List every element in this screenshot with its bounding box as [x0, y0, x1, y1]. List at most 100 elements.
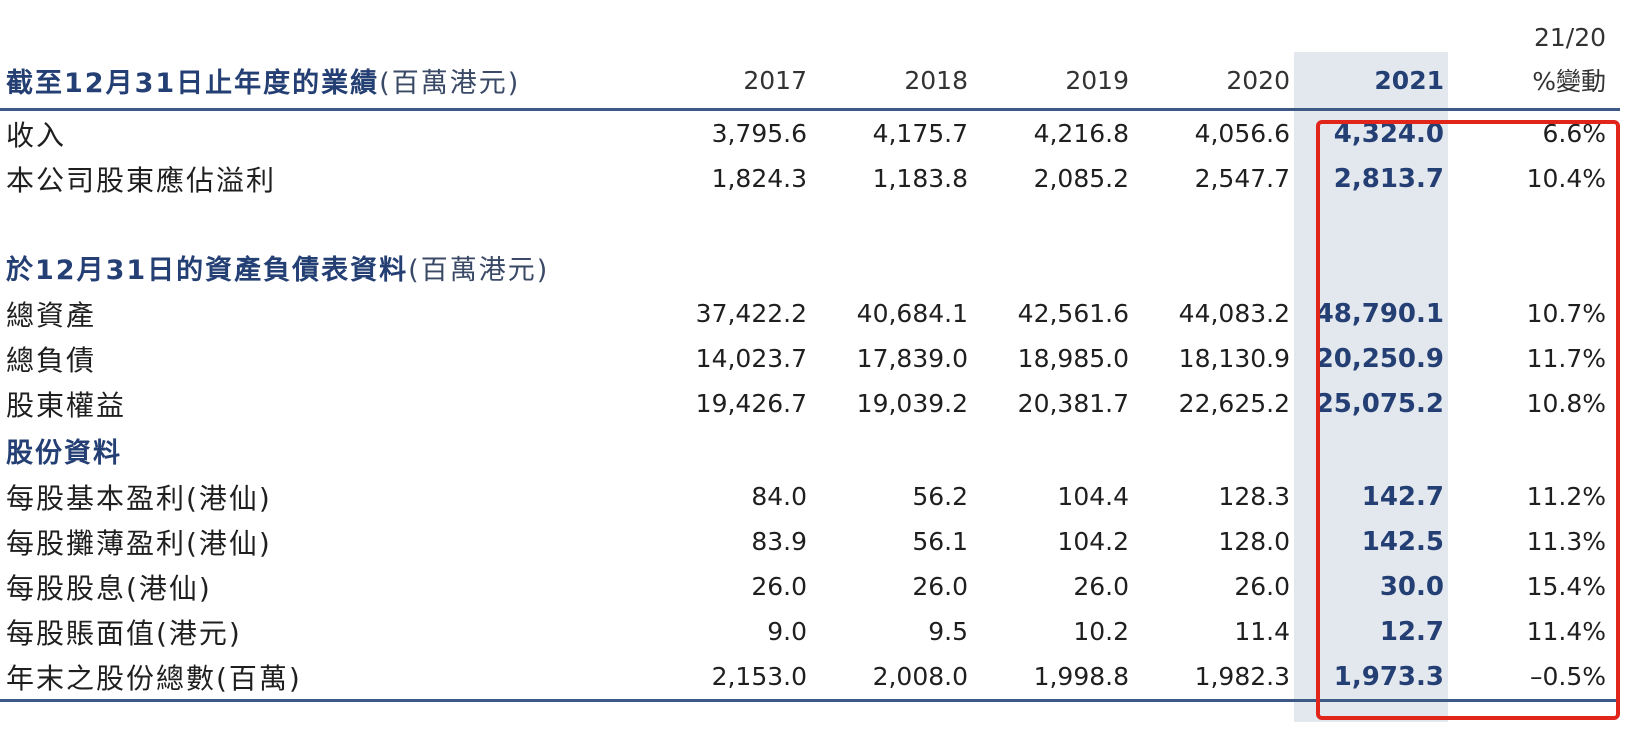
cell-2019: 26.0 — [1073, 572, 1129, 601]
table-row: 收入 3,795.6 4,175.7 4,216.8 4,056.6 4,324… — [0, 110, 1620, 157]
cell-2019: 18,985.0 — [1017, 344, 1129, 373]
cell-change: 11.3% — [1526, 527, 1606, 556]
cell-2019: 104.2 — [1057, 527, 1129, 556]
cell-2021: 20,250.9 — [1315, 343, 1444, 374]
cell-2020: 18,130.9 — [1178, 344, 1290, 373]
table-row: 每股基本盈利(港仙) 84.0 56.2 104.4 128.3 142.7 1… — [0, 474, 1620, 519]
cell-2017: 14,023.7 — [695, 344, 807, 373]
cell-2020: 11.4 — [1234, 617, 1290, 646]
cell-2017: 19,426.7 — [695, 389, 807, 418]
year-header-2018: 2018 — [821, 52, 982, 111]
results-title-unit: (百萬港元) — [379, 67, 521, 99]
cell-2020: 128.3 — [1218, 482, 1290, 511]
cell-2021: 12.7 — [1379, 616, 1444, 647]
row-label: 總負債 — [6, 343, 97, 377]
cell-2017: 9.0 — [767, 617, 807, 646]
header-top-row: 21/20 — [0, 0, 1620, 52]
cell-2017: 83.9 — [751, 527, 807, 556]
cell-2018: 2,008.0 — [821, 654, 982, 702]
header-row: 截至12月31日止年度的業績(百萬港元) 2017 2018 2019 2020… — [0, 52, 1620, 111]
table-row: 每股賬面值(港元) 9.0 9.5 10.2 11.4 12.7 11.4% — [0, 609, 1620, 654]
cell-change: 10.7% — [1526, 299, 1606, 328]
table-row: 每股股息(港仙) 26.0 26.0 26.0 26.0 30.0 15.4% — [0, 564, 1620, 609]
cell-2021: 142.7 — [1361, 481, 1444, 512]
results-title-text: 截至12月31日止年度的業績 — [6, 67, 380, 99]
cell-2020: 2,547.7 — [1194, 164, 1290, 193]
cell-change: 15.4% — [1526, 572, 1606, 601]
cell-2018: 17,839.0 — [856, 344, 968, 373]
cell-2019: 20,381.7 — [1017, 389, 1129, 418]
cell-2018: 40,684.1 — [856, 299, 968, 328]
cell-2019: 10.2 — [1073, 617, 1129, 646]
table-row: 總資產 37,422.2 40,684.1 42,561.6 44,083.2 … — [0, 291, 1620, 336]
cell-2017: 2,153.0 — [660, 654, 821, 702]
row-label: 每股攤薄盈利(港仙) — [6, 526, 272, 560]
table-row: 股東權益 19,426.7 19,039.2 20,381.7 22,625.2… — [0, 381, 1620, 426]
cell-2017: 37,422.2 — [695, 299, 807, 328]
cell-2019: 4,216.8 — [1033, 119, 1129, 148]
cell-2021: 2,813.7 — [1333, 163, 1444, 194]
cell-2019: 104.4 — [1057, 482, 1129, 511]
cell-change: –0.5% — [1458, 654, 1620, 702]
cell-2017: 26.0 — [751, 572, 807, 601]
year-header-2020: 2020 — [1143, 52, 1304, 111]
cell-2018: 19,039.2 — [856, 389, 968, 418]
row-label: 總資產 — [6, 298, 97, 332]
row-label: 年末之股份總數(百萬) — [0, 654, 660, 702]
spacer-row — [0, 201, 1620, 243]
results-section-title: 截至12月31日止年度的業績(百萬港元) — [0, 52, 660, 111]
change-header: %變動 — [1458, 52, 1620, 111]
cell-2018: 56.1 — [912, 527, 968, 556]
cell-2017: 1,824.3 — [711, 164, 807, 193]
cell-change: 11.2% — [1526, 482, 1606, 511]
row-label: 每股基本盈利(港仙) — [6, 481, 272, 515]
cell-2021: 25,075.2 — [1315, 388, 1444, 419]
balance-title-text: 於12月31日的資產負債表資料 — [6, 254, 409, 286]
year-header-2017: 2017 — [660, 52, 821, 111]
balance-section-header: 於12月31日的資產負債表資料(百萬港元) — [0, 243, 1620, 291]
year-header-2019: 2019 — [982, 52, 1143, 111]
cell-2018: 4,175.7 — [872, 119, 968, 148]
cell-2018: 26.0 — [912, 572, 968, 601]
cell-2018: 56.2 — [912, 482, 968, 511]
cell-2021: 4,324.0 — [1333, 118, 1444, 149]
cell-2018: 1,183.8 — [872, 164, 968, 193]
cell-2021: 48,790.1 — [1315, 298, 1444, 329]
financial-summary-table: 21/20 截至12月31日止年度的業績(百萬港元) 2017 2018 201… — [0, 0, 1620, 702]
balance-section-title: 於12月31日的資產負債表資料(百萬港元) — [0, 243, 1620, 291]
cell-change: 11.4% — [1526, 617, 1606, 646]
cell-2021: 1,973.3 — [1304, 654, 1458, 702]
cell-change: 10.8% — [1526, 389, 1606, 418]
cell-2020: 26.0 — [1234, 572, 1290, 601]
cell-2018: 9.5 — [928, 617, 968, 646]
cell-change: 10.4% — [1526, 164, 1606, 193]
cell-2020: 128.0 — [1218, 527, 1290, 556]
cell-2017: 3,795.6 — [711, 119, 807, 148]
cell-change: 6.6% — [1542, 119, 1606, 148]
row-label: 股東權益 — [6, 388, 127, 422]
cell-2020: 1,982.3 — [1143, 654, 1304, 702]
table-row: 本公司股東應佔溢利 1,824.3 1,183.8 2,085.2 2,547.… — [0, 156, 1620, 201]
cell-2020: 4,056.6 — [1194, 119, 1290, 148]
cell-2021: 30.0 — [1379, 571, 1444, 602]
cell-change: 11.7% — [1526, 344, 1606, 373]
row-label: 每股賬面值(港元) — [6, 616, 242, 650]
row-label: 每股股息(港仙) — [6, 571, 212, 605]
table-row: 總負債 14,023.7 17,839.0 18,985.0 18,130.9 … — [0, 336, 1620, 381]
cell-2017: 84.0 — [751, 482, 807, 511]
table-row: 年末之股份總數(百萬) 2,153.0 2,008.0 1,998.8 1,98… — [0, 654, 1620, 702]
cell-2019: 42,561.6 — [1017, 299, 1129, 328]
cell-2020: 22,625.2 — [1178, 389, 1290, 418]
table-row: 每股攤薄盈利(港仙) 83.9 56.1 104.2 128.0 142.5 1… — [0, 519, 1620, 564]
share-section-title: 股份資料 — [6, 437, 122, 469]
cell-2019: 1,998.8 — [982, 654, 1143, 702]
cell-2021: 142.5 — [1361, 526, 1444, 557]
year-header-2021: 2021 — [1304, 52, 1458, 111]
row-label: 收入 — [6, 118, 67, 152]
cell-2020: 44,083.2 — [1178, 299, 1290, 328]
row-label: 本公司股東應佔溢利 — [6, 163, 277, 197]
share-section-header: 股份資料 — [0, 426, 1620, 474]
balance-title-unit: (百萬港元) — [408, 254, 550, 286]
cell-2019: 2,085.2 — [1033, 164, 1129, 193]
